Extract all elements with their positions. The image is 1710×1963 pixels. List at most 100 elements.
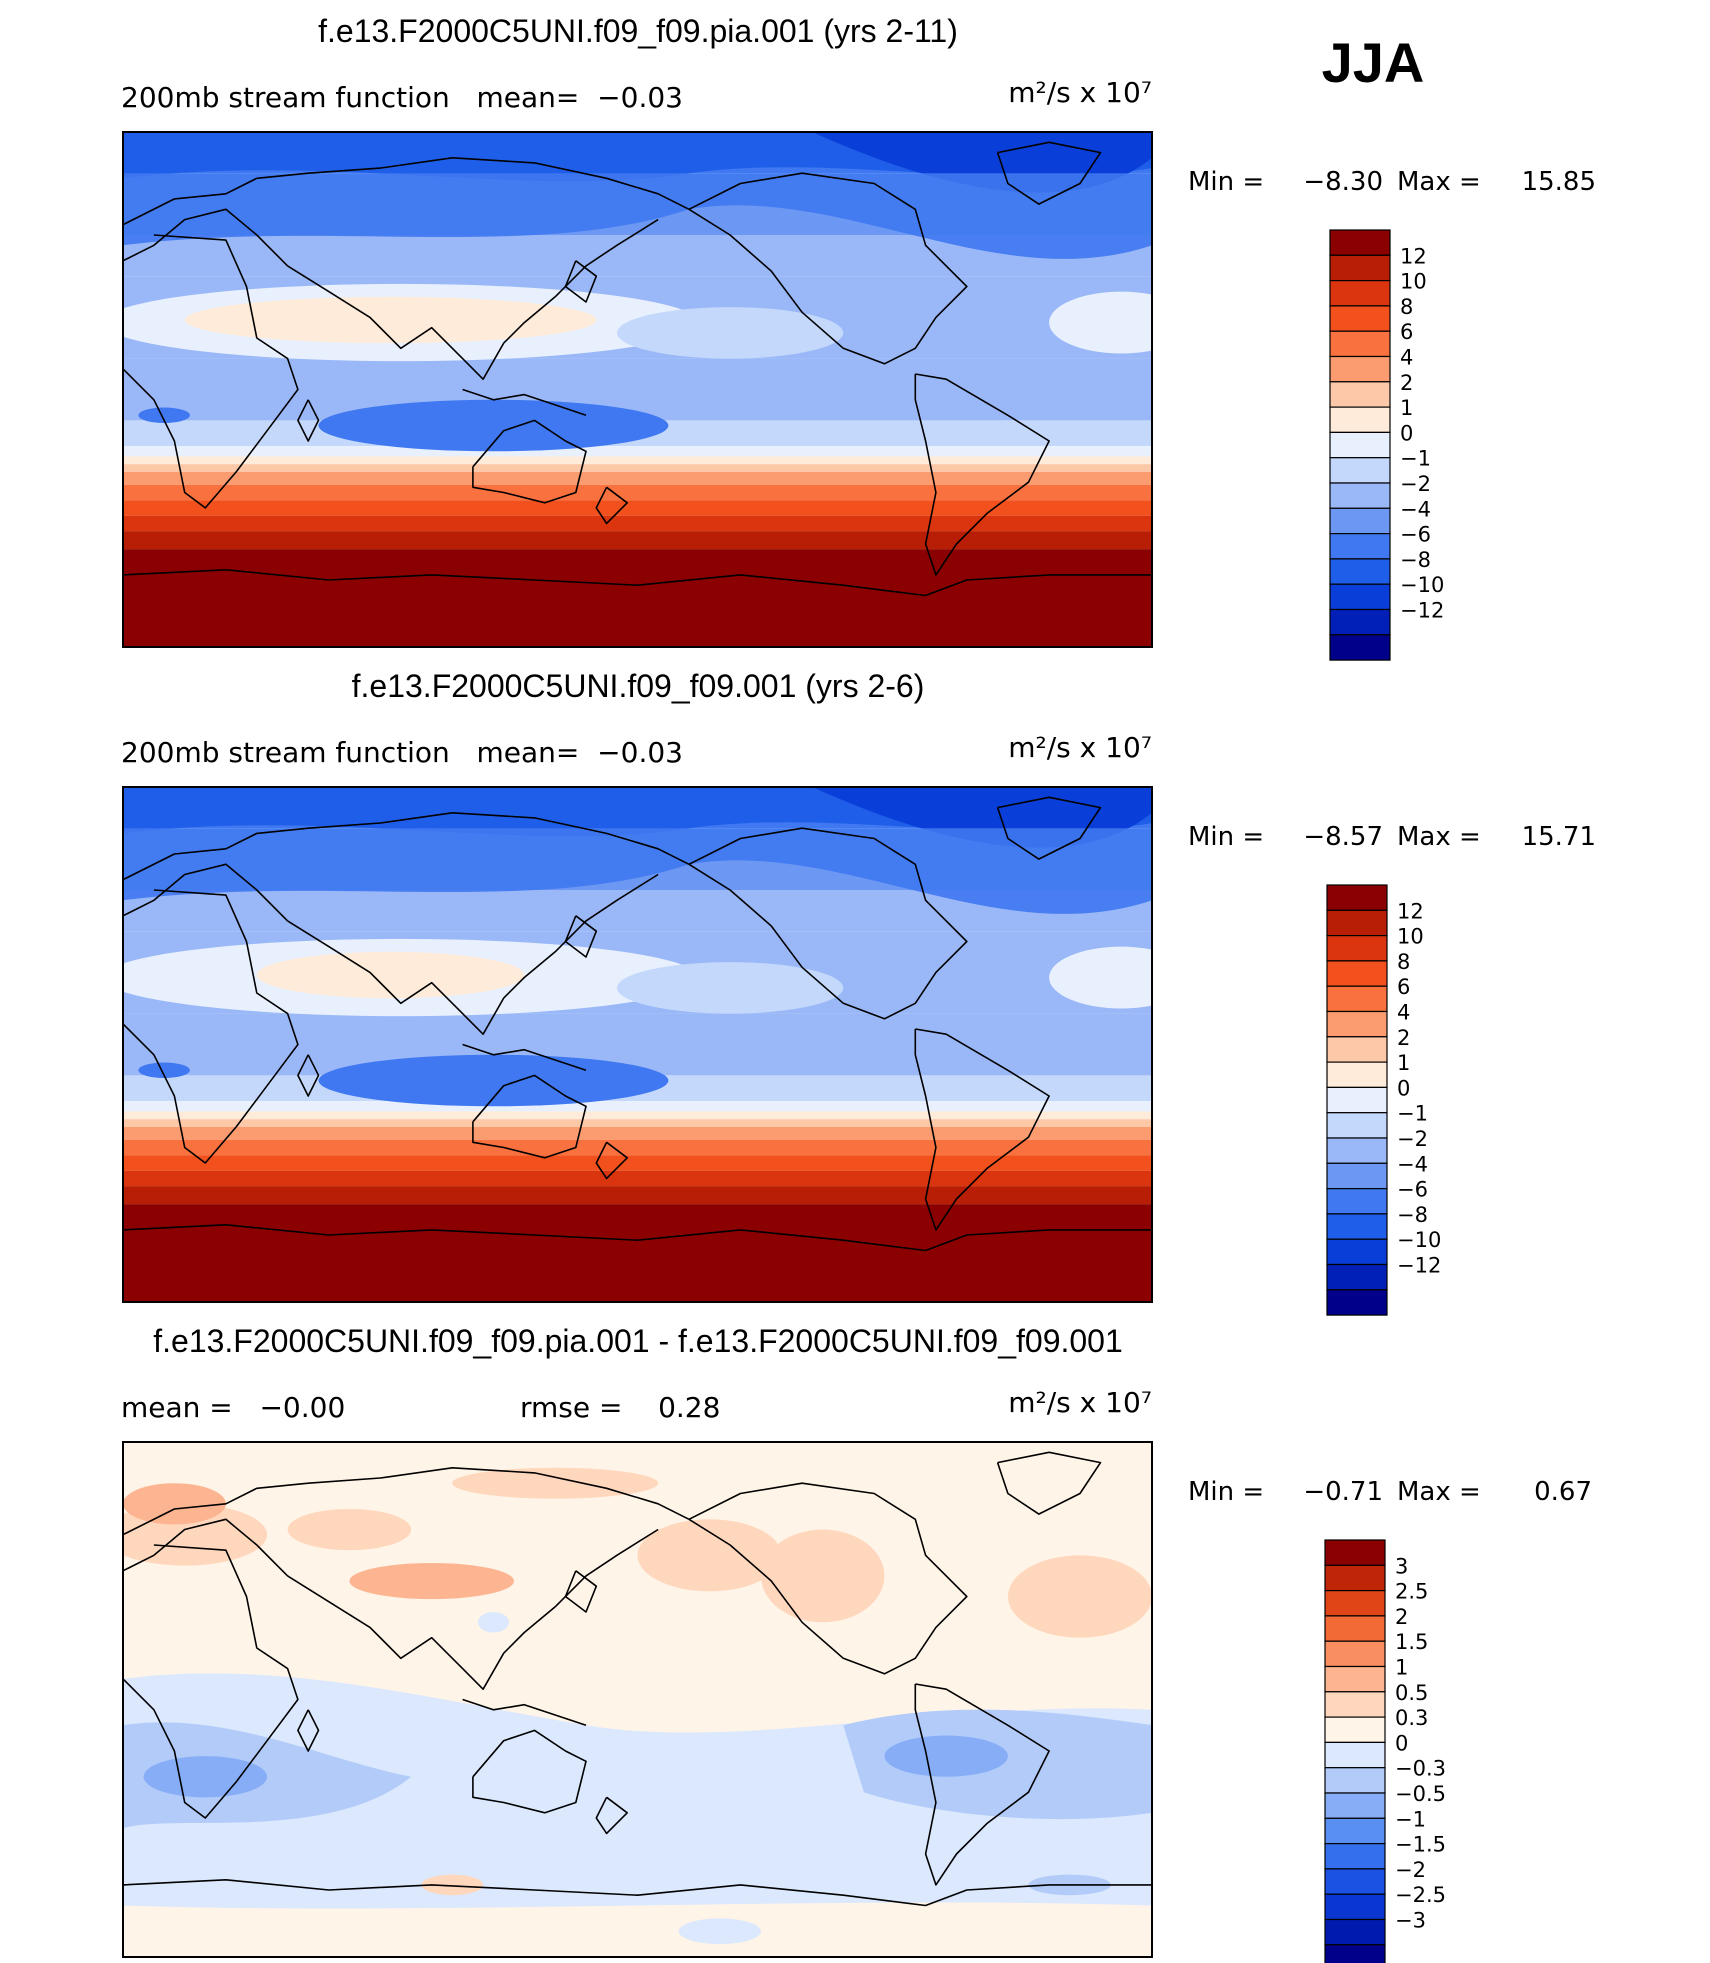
field-band [123, 531, 1152, 550]
africa-low [138, 1062, 190, 1078]
colorbar-label: 0 [1395, 1731, 1408, 1755]
panel-1-subtitle: 200mb stream function mean= −0.03 [121, 81, 683, 114]
colorbar-box [1324, 1564, 1386, 1592]
indian-negative [143, 1756, 268, 1798]
panel-2-map-border [122, 786, 1153, 1303]
colorbar-box [1326, 1010, 1388, 1038]
colorbar-label: 12 [1400, 244, 1427, 268]
colorbar-label: 1 [1395, 1656, 1408, 1680]
colorbar-label: −12 [1397, 1254, 1441, 1278]
nh-jet [123, 828, 1152, 914]
panel-1-map [123, 132, 1152, 647]
colorbar-box [1324, 1640, 1386, 1668]
colorbar-label: 1 [1400, 396, 1413, 420]
panel-3-map [123, 1442, 1152, 1957]
colorbar-box [1324, 1792, 1386, 1819]
coastline [462, 388, 587, 417]
coastline [688, 1482, 968, 1675]
panel-3-min-value: −0.71 [1303, 1477, 1383, 1507]
panel-3-subtitle-mean: mean = −0.00 [121, 1391, 345, 1424]
colorbar-label: 0.5 [1395, 1681, 1428, 1705]
colorbar-box [1326, 960, 1388, 987]
coastline [914, 1683, 1050, 1886]
colorbar-box [1324, 1665, 1386, 1693]
colorbar-label: −10 [1400, 573, 1444, 597]
panel-2-units: m²/s x 10⁷ [1008, 731, 1152, 764]
field-band [123, 1204, 1152, 1302]
colorbar-box [1329, 457, 1391, 484]
coastline [123, 568, 1152, 597]
field-band [123, 500, 1152, 516]
colorbar-box [1324, 1893, 1386, 1921]
asia-high-inner [256, 951, 525, 999]
coastline [123, 1544, 299, 1819]
colorbar-label: 1.5 [1395, 1630, 1428, 1654]
coastline [472, 419, 587, 504]
colorbar-box [1329, 305, 1391, 332]
panel-2-max-value: 15.71 [1522, 822, 1596, 852]
panel-1-max-value: 15.85 [1522, 167, 1596, 197]
colorbar-box [1324, 1589, 1386, 1617]
colorbar-box [1326, 1086, 1388, 1114]
colorbar-label: 4 [1400, 346, 1413, 370]
panel-2-map [123, 787, 1152, 1302]
coastline [595, 1141, 629, 1180]
colorbar-label: −8 [1400, 548, 1431, 572]
indian-low [318, 399, 669, 452]
coastline [287, 873, 659, 1035]
colorbar-box [1326, 1112, 1388, 1139]
colorbar-box [1329, 431, 1391, 459]
colorbar-label: −2.5 [1395, 1883, 1446, 1907]
panel-2: f.e13.F2000C5UNI.f09_f09.001 (yrs 2-6) 2… [121, 668, 1596, 1316]
africa-low [138, 407, 190, 423]
colorbar-box [1324, 1716, 1386, 1743]
field-band [123, 1111, 1152, 1120]
nh-jet [123, 173, 1152, 259]
colorbar-label: 6 [1400, 320, 1413, 344]
coastline [996, 796, 1102, 860]
colorbar-label: 1 [1397, 1051, 1410, 1075]
colorbar-label: 12 [1397, 899, 1424, 923]
coastline [123, 208, 289, 267]
colorbar-box [1324, 1944, 1386, 1963]
colorbar-label: 0.3 [1395, 1706, 1428, 1730]
panel-3-max-value: 0.67 [1534, 1477, 1592, 1507]
colorbar-box [1326, 1289, 1388, 1316]
colorbar-box [1324, 1817, 1386, 1845]
colorbar-box [1324, 1918, 1386, 1946]
positive-anomaly [452, 1467, 659, 1499]
colorbar-box [1326, 1036, 1388, 1063]
colorbar-label: −4 [1397, 1152, 1428, 1176]
coastline [297, 1709, 320, 1752]
positive-anomaly [123, 1483, 226, 1525]
colorbar-box [1324, 1615, 1386, 1642]
colorbar-label: −1 [1397, 1102, 1428, 1126]
panel-2-subtitle: 200mb stream function mean= −0.03 [121, 736, 683, 769]
colorbar-box [1329, 583, 1391, 611]
colorbar-box [1326, 1061, 1388, 1088]
colorbar-box [1324, 1691, 1386, 1718]
panel-3-colorbar: 32.521.510.50.30−0.3−0.5−1−1.5−2−2.5−3 [1324, 1539, 1446, 1963]
panel-1: f.e13.F2000C5UNI.f09_f09.pia.001 (yrs 2-… [121, 13, 1596, 661]
coastline [914, 373, 1050, 576]
coastline [123, 811, 690, 881]
colorbar-label: −2 [1400, 472, 1431, 496]
colorbar-box [1326, 884, 1388, 911]
colorbar-label: −2 [1397, 1127, 1428, 1151]
field-band [123, 1186, 1152, 1205]
field-band [123, 1126, 1152, 1140]
colorbar-label: 2 [1395, 1605, 1408, 1629]
colorbar-label: 4 [1397, 1001, 1410, 1025]
coastline [287, 218, 659, 381]
colorbar-label: 10 [1397, 925, 1424, 949]
panel-1-units: m²/s x 10⁷ [1008, 76, 1152, 109]
pacific-high [616, 307, 844, 359]
coastline [123, 1518, 289, 1577]
field-band [123, 1013, 1152, 1076]
coastline [564, 260, 598, 303]
coastline [123, 157, 690, 226]
positive-anomaly [760, 1529, 885, 1623]
colorbar-label: −0.5 [1395, 1782, 1446, 1806]
